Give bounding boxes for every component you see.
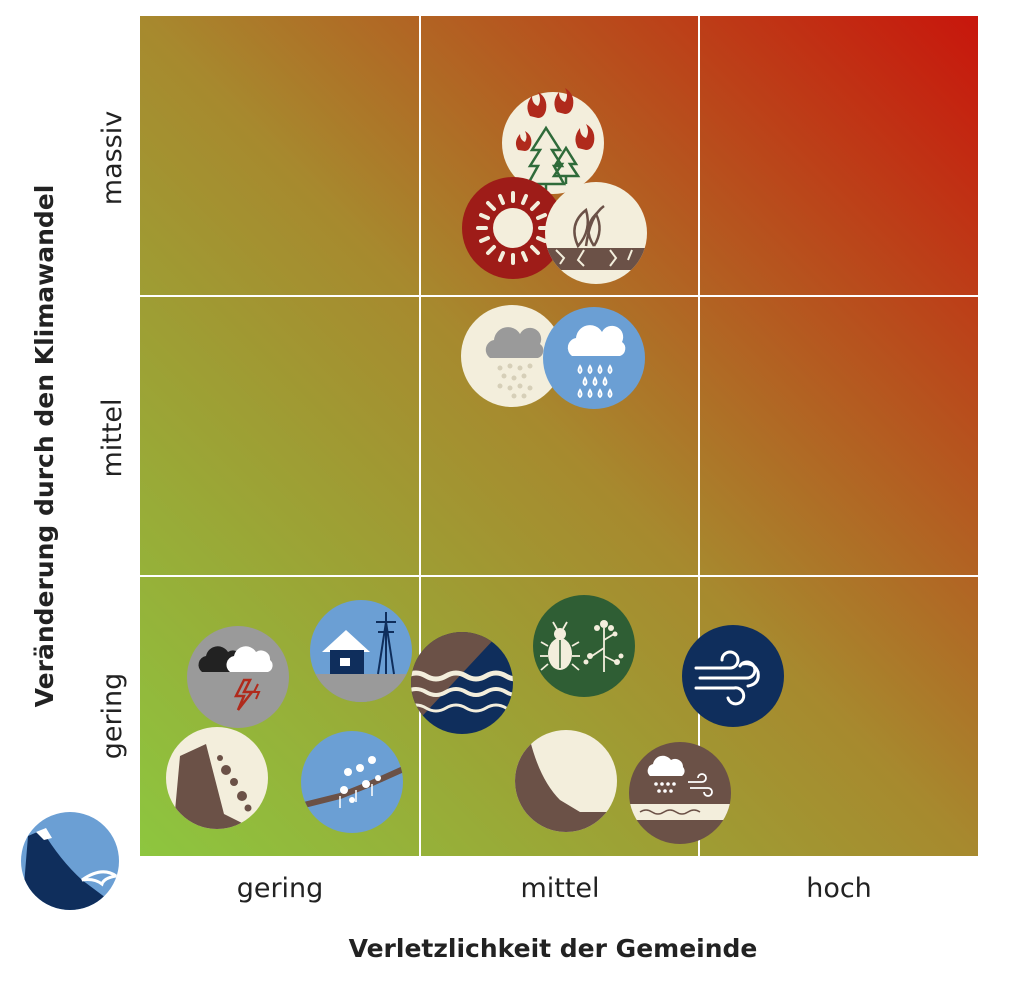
x-tick-gering: gering — [237, 873, 324, 904]
rockfall-icon — [166, 727, 268, 829]
x-tick-hoch: hoch — [806, 873, 872, 904]
y-tick-massiv: massiv — [97, 111, 128, 205]
flood-icon — [411, 632, 513, 734]
pests-plants-icon — [533, 595, 635, 697]
y-axis-title: Veränderung durch den Klimawandel — [30, 185, 59, 708]
frost-icon — [301, 731, 403, 833]
x-tick-mittel: mittel — [520, 873, 599, 904]
forest-fire-icon — [502, 88, 604, 194]
mixed-weather-icon — [629, 742, 731, 844]
grid-lines — [140, 16, 978, 856]
storm-wind-icon — [682, 625, 784, 727]
y-tick-mittel: mittel — [97, 398, 128, 477]
thunderstorm-icon — [187, 626, 289, 728]
heavy-rain-icon — [543, 307, 645, 409]
drought-icon — [545, 182, 647, 284]
y-tick-gering: gering — [97, 673, 128, 760]
x-axis-title: Verletzlichkeit der Gemeinde — [349, 934, 758, 963]
avalanche-icon — [21, 812, 119, 910]
landslide-icon — [515, 730, 617, 832]
heat-sun-icon — [462, 177, 564, 279]
hail-icon — [461, 305, 563, 407]
